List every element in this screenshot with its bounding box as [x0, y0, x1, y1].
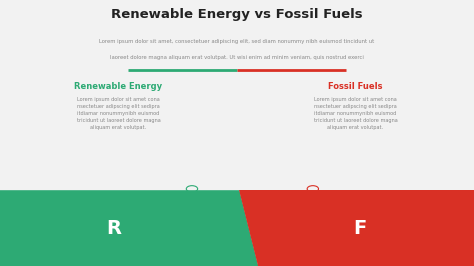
Text: R: R — [106, 219, 121, 238]
Text: Renewable Energy: Renewable Energy — [74, 82, 163, 92]
Polygon shape — [239, 190, 474, 266]
Text: laoreet dolore magna aliquam erat volutpat. Ut wisi enim ad minim veniam, quis n: laoreet dolore magna aliquam erat volutp… — [110, 55, 364, 60]
Text: Lorem ipsum dolor sit amet cona
nsectetuer adipscing elit sedipra
itdiamar nonum: Lorem ipsum dolor sit amet cona nsectetu… — [77, 97, 160, 130]
Text: Fossil Fuels: Fossil Fuels — [328, 82, 383, 92]
Text: Lorem ipsum dolor sit amet cona
nsectetuer adipscing elit sedipra
itdiamar nonum: Lorem ipsum dolor sit amet cona nsectetu… — [314, 97, 397, 130]
Text: Renewable Energy vs Fossil Fuels: Renewable Energy vs Fossil Fuels — [111, 8, 363, 21]
Text: Lorem ipsum dolor sit amet, consectetuer adipiscing elit, sed diam nonummy nibh : Lorem ipsum dolor sit amet, consectetuer… — [100, 39, 374, 44]
Text: F: F — [354, 219, 367, 238]
Polygon shape — [0, 190, 258, 266]
